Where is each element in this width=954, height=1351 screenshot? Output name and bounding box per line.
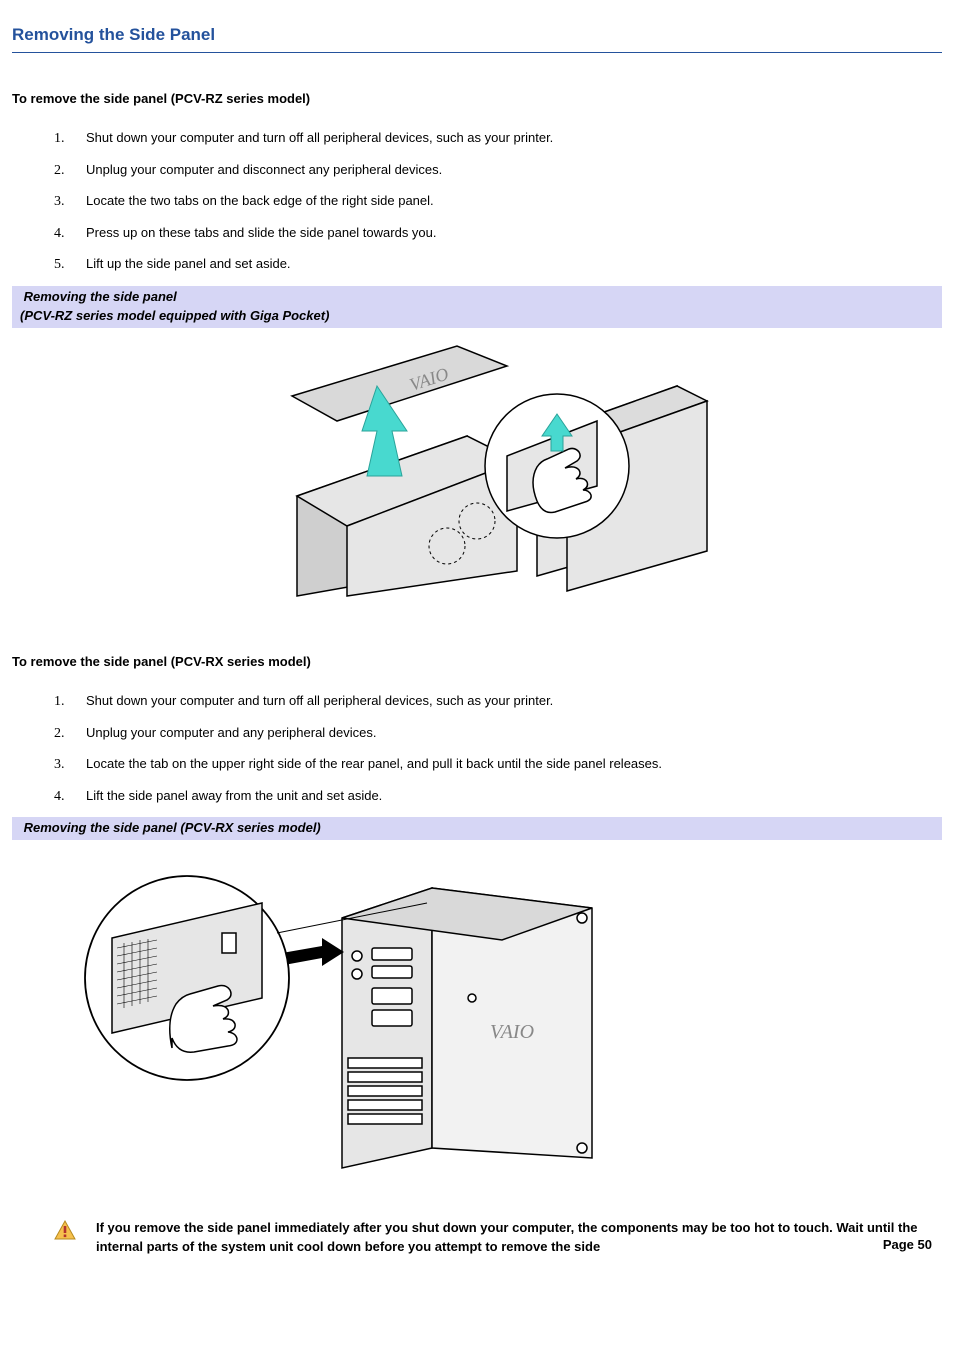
figure2-illustration: VAIO — [72, 848, 942, 1188]
step-number: 1. — [54, 128, 78, 149]
step-number: 4. — [54, 786, 78, 807]
step-number: 3. — [54, 754, 78, 775]
warning-icon — [54, 1220, 76, 1246]
list-item: 3. Locate the tab on the upper right side… — [12, 748, 942, 780]
step-number: 4. — [54, 223, 78, 244]
step-text: Locate the two tabs on the back edge of … — [86, 191, 434, 211]
page-number: Page 50 — [883, 1235, 932, 1255]
step-number: 1. — [54, 691, 78, 712]
section2-steps: 1. Shut down your computer and turn off a… — [12, 685, 942, 811]
figure2-caption: Removing the side panel (PCV-RX series m… — [12, 817, 942, 840]
step-text: Lift up the side panel and set aside. — [86, 254, 291, 274]
step-text: Unplug your computer and any peripheral … — [86, 723, 377, 743]
figure1-illustration: VAIO — [12, 336, 942, 616]
list-item: 1. Shut down your computer and turn off a… — [12, 122, 942, 154]
step-text: Lift the side panel away from the unit a… — [86, 786, 382, 806]
step-text: Shut down your computer and turn off all… — [86, 691, 553, 711]
computer-case-rx-svg: VAIO — [72, 848, 632, 1188]
step-number: 2. — [54, 723, 78, 744]
step-number: 3. — [54, 191, 78, 212]
figure1-caption-line2: (PCV-RZ series model equipped with Giga … — [20, 308, 329, 323]
section1-subtitle: To remove the side panel (PCV-RZ series … — [12, 89, 942, 109]
step-text: Shut down your computer and turn off all… — [86, 128, 553, 148]
figure2-caption-line1: Removing the side panel (PCV-RX series m… — [20, 820, 321, 835]
section1-steps: 1. Shut down your computer and turn off a… — [12, 122, 942, 280]
computer-case-rz-svg: VAIO — [237, 336, 717, 616]
step-text: Press up on these tabs and slide the sid… — [86, 223, 437, 243]
list-item: 5. Lift up the side panel and set aside. — [12, 248, 942, 280]
step-text: Unplug your computer and disconnect any … — [86, 160, 442, 180]
svg-text:VAIO: VAIO — [490, 1021, 534, 1043]
page-title: Removing the Side Panel — [12, 22, 942, 53]
list-item: 4. Press up on these tabs and slide the s… — [12, 217, 942, 249]
step-number: 5. — [54, 254, 78, 275]
warning-block: If you remove the side panel immediately… — [12, 1218, 942, 1257]
list-item: 3. Locate the two tabs on the back edge o… — [12, 185, 942, 217]
list-item: 2. Unplug your computer and any periphera… — [12, 717, 942, 749]
step-text: Locate the tab on the upper right side o… — [86, 754, 662, 774]
figure1-caption: Removing the side panel (PCV-RZ series m… — [12, 286, 942, 328]
step-number: 2. — [54, 160, 78, 181]
list-item: 1. Shut down your computer and turn off a… — [12, 685, 942, 717]
list-item: 2. Unplug your computer and disconnect an… — [12, 154, 942, 186]
section2-subtitle: To remove the side panel (PCV-RX series … — [12, 652, 942, 672]
list-item: 4. Lift the side panel away from the unit… — [12, 780, 942, 812]
warning-text: If you remove the side panel immediately… — [96, 1218, 942, 1257]
figure1-caption-line1: Removing the side panel — [20, 289, 177, 304]
